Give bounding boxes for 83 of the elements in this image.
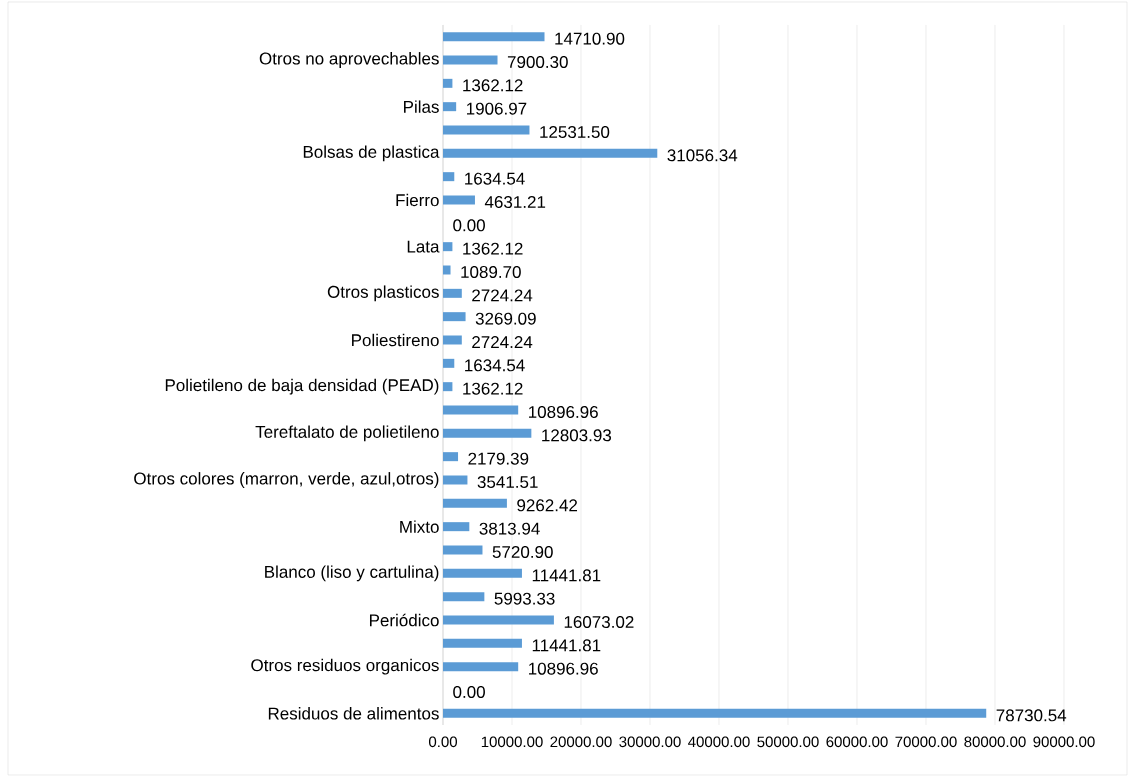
data-label: 10896.96 — [529, 405, 598, 419]
data-label: 12803.93 — [542, 429, 612, 442]
y-tick-label: Mixto — [400, 520, 439, 533]
x-tick-label: 20000.00 — [550, 736, 612, 748]
data-label: 1634.54 — [465, 359, 525, 372]
bar — [443, 615, 554, 625]
x-tick-label: 90000.00 — [1033, 736, 1095, 748]
y-tick-label: Residuos de alimentos — [268, 707, 439, 720]
data-label: 11441.81 — [532, 569, 601, 582]
data-label: 3813.94 — [479, 522, 540, 535]
bar — [443, 428, 532, 438]
data-label: 1634.54 — [465, 172, 525, 185]
y-tick-label: Otros plasticos — [327, 285, 439, 302]
data-label: 1362.12 — [463, 242, 523, 255]
x-tick-label: 60000.00 — [826, 736, 888, 748]
bar — [443, 55, 498, 65]
bar — [443, 475, 468, 485]
y-tick-label: Polietileno de baja densidad (PEAD) — [165, 378, 439, 395]
data-label: 4631.21 — [484, 195, 546, 209]
x-tick-label: 70000.00 — [895, 736, 957, 748]
x-tick-label: 30000.00 — [619, 736, 681, 748]
bar — [443, 78, 453, 88]
x-tick-label: 80000.00 — [964, 736, 1026, 748]
bar — [443, 335, 462, 345]
bar — [443, 498, 507, 508]
bar — [443, 32, 545, 42]
bar — [443, 522, 470, 532]
data-label: 2724.24 — [472, 336, 533, 348]
data-label: 5720.90 — [492, 545, 553, 559]
bar — [443, 662, 519, 672]
bar — [443, 708, 987, 718]
data-label: 2724.24 — [472, 289, 533, 302]
bar — [443, 592, 485, 602]
data-label: 12531.50 — [540, 125, 610, 139]
y-tick-label: Otros colores (marron, verde, azul,otros) — [134, 472, 439, 488]
data-label: 31056.34 — [667, 149, 738, 162]
data-label: 3269.09 — [475, 312, 536, 325]
y-tick-label: Tereftalato de polietileno — [255, 425, 439, 442]
data-label: 2179.39 — [468, 452, 529, 465]
bar — [443, 265, 451, 275]
data-label: 1362.12 — [463, 79, 523, 92]
bar — [443, 545, 483, 555]
bar — [443, 172, 455, 182]
y-tick-label: Pilas — [404, 100, 439, 113]
x-tick-label: 40000.00 — [688, 736, 750, 748]
bar — [443, 288, 462, 298]
data-label: 1906.97 — [467, 102, 527, 115]
bar — [443, 195, 475, 205]
data-label: 14710.90 — [555, 32, 625, 45]
y-tick-label: Poliestireno — [352, 333, 439, 347]
data-label: 0.00 — [453, 685, 485, 699]
bar — [443, 358, 455, 368]
bar — [443, 638, 522, 648]
y-tick-label: Fierro — [396, 193, 439, 207]
bar — [443, 568, 522, 578]
x-tick-label: 0.00 — [428, 736, 457, 748]
y-tick-label: Bolsas de plastica — [303, 145, 440, 162]
y-tick-label: Blanco (liso y cartulina) — [265, 565, 439, 582]
data-label: 9262.42 — [517, 499, 578, 512]
y-tick-label: Otros no aprovechables — [259, 52, 439, 68]
bar — [443, 405, 519, 415]
data-label: 10896.96 — [529, 662, 598, 675]
data-label: 78730.54 — [996, 709, 1067, 722]
y-tick-label: Periódico — [370, 613, 439, 627]
bar — [443, 102, 457, 112]
bar — [443, 312, 466, 322]
data-label: 16073.02 — [564, 615, 634, 629]
data-label: 0.00 — [453, 219, 485, 232]
bar — [443, 242, 453, 252]
data-label: 1089.70 — [461, 265, 521, 279]
bar — [443, 125, 530, 135]
y-tick-label: Lata — [407, 240, 440, 253]
y-tick-label: Otros residuos organicos — [251, 658, 439, 675]
bar — [443, 148, 658, 158]
data-label: 1362.12 — [463, 382, 523, 395]
x-tick-label: 10000.00 — [481, 736, 543, 748]
data-label: 11441.81 — [532, 639, 601, 652]
bar — [443, 382, 453, 392]
data-label: 7900.30 — [507, 55, 568, 69]
x-tick-label: 50000.00 — [757, 736, 819, 748]
data-label: 5993.33 — [494, 592, 555, 605]
data-label: 3541.51 — [477, 475, 538, 489]
bar — [443, 452, 459, 462]
